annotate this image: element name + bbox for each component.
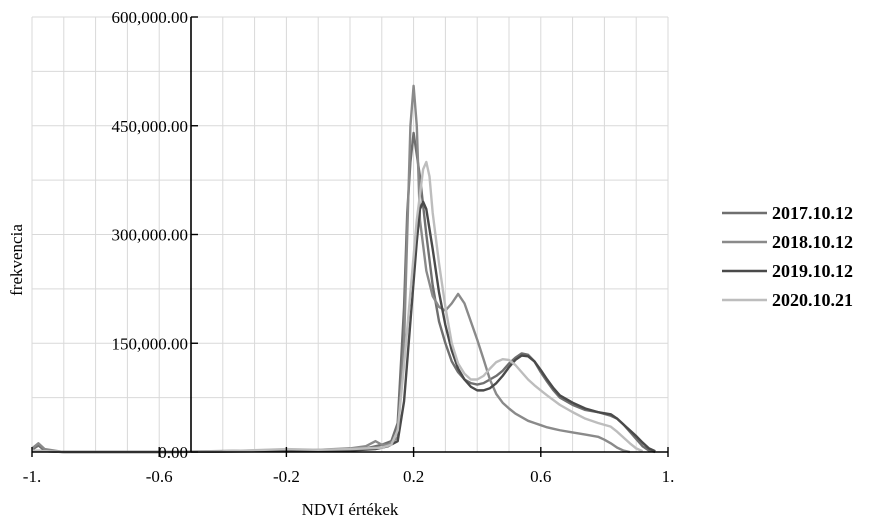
y-axis-title: frekvencia xyxy=(7,224,26,296)
x-tick-label: -0.2 xyxy=(273,467,300,486)
legend-label: 2019.10.12 xyxy=(772,261,853,281)
series-lines xyxy=(31,84,656,454)
tick-labels: 0.00 150,000.00 300,000.00 450,000.00 600,00… xyxy=(23,8,675,486)
x-tick-label: 0.2 xyxy=(403,467,424,486)
y-tick-label: 450,000.00 xyxy=(112,117,189,136)
legend: 2017.10.12 2018.10.12 2019.10.12 2020.10.21 xyxy=(722,203,853,310)
x-tick-label: -0.6 xyxy=(146,467,173,486)
legend-label: 2020.10.21 xyxy=(772,290,853,310)
x-tick-label: -1. xyxy=(23,467,41,486)
x-axis-title: NDVI értékek xyxy=(302,500,399,519)
legend-label: 2018.10.12 xyxy=(772,232,853,252)
series-line-2019.10.12 xyxy=(31,200,656,454)
axes xyxy=(31,16,669,457)
x-tick-label: 0.6 xyxy=(530,467,551,486)
series-line-2020.10.21 xyxy=(31,160,644,454)
y-tick-label: 0.00 xyxy=(158,443,188,462)
y-tick-label: 300,000.00 xyxy=(112,226,189,245)
series-line-2018.10.12 xyxy=(31,84,631,454)
series-line-2017.10.12 xyxy=(31,131,656,454)
x-tick-label: 1. xyxy=(662,467,675,486)
legend-label: 2017.10.12 xyxy=(772,203,853,223)
y-tick-label: 600,000.00 xyxy=(112,8,189,27)
y-tick-label: 150,000.00 xyxy=(112,334,189,353)
